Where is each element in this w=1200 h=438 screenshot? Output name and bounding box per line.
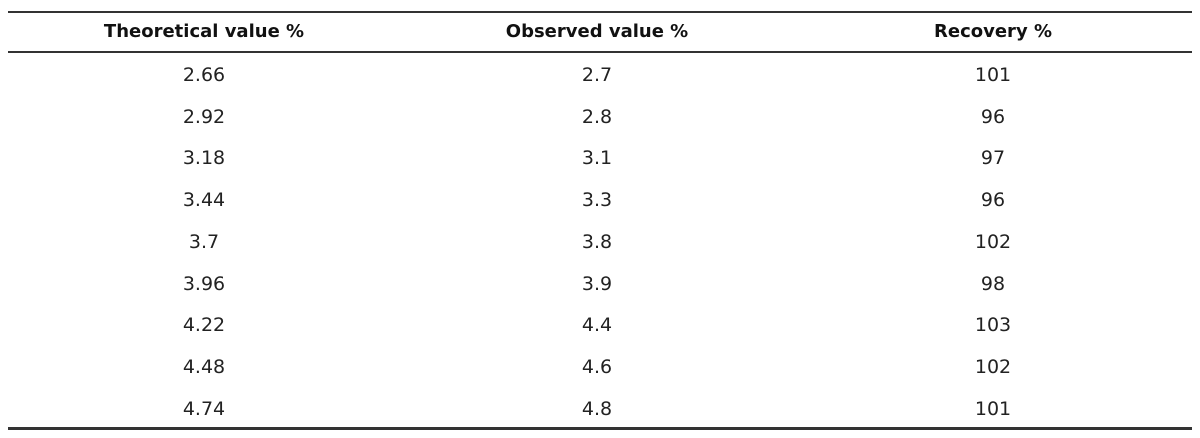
table-cell: 96: [980, 189, 1006, 212]
table-cell: 3.1: [581, 147, 613, 170]
table-cell: 98: [980, 272, 1006, 295]
header-cell: Theoretical value %: [103, 21, 305, 42]
table-cell: 3.44: [182, 189, 226, 212]
header-rule: [8, 51, 1192, 53]
table-cell: 3.18: [182, 147, 226, 170]
table-cell: 4.4: [581, 314, 613, 337]
table-cell: 96: [980, 105, 1006, 128]
table-cell: 4.22: [182, 314, 226, 337]
header-cell: Recovery %: [934, 21, 1052, 42]
table-cell: 3.96: [182, 272, 226, 295]
table-cell: 97: [980, 147, 1006, 170]
table-cell: 3.7: [188, 230, 220, 253]
header-cell: Observed value %: [505, 21, 689, 42]
table-cell: 4.6: [581, 355, 613, 378]
table-cell: 102: [974, 230, 1012, 253]
table-cell: 101: [974, 64, 1012, 86]
table-cell: 4.8: [581, 397, 613, 420]
table-cell: 3.3: [581, 189, 613, 212]
table-cell: 4.74: [182, 397, 226, 420]
table-cell: 2.8: [581, 105, 613, 128]
table-cell: 3.8: [581, 230, 613, 253]
table-cell: 2.66: [182, 64, 226, 86]
table-cell: 103: [974, 314, 1012, 337]
table-cell: 101: [974, 397, 1012, 420]
table-cell: 2.7: [581, 64, 613, 86]
bottom-rule: [8, 427, 1192, 430]
table-cell: 2.92: [182, 105, 226, 128]
table-cell: 3.9: [581, 272, 613, 295]
top-rule: [8, 11, 1192, 13]
table-cell: 102: [974, 355, 1012, 378]
table-cell: 4.48: [182, 355, 226, 378]
